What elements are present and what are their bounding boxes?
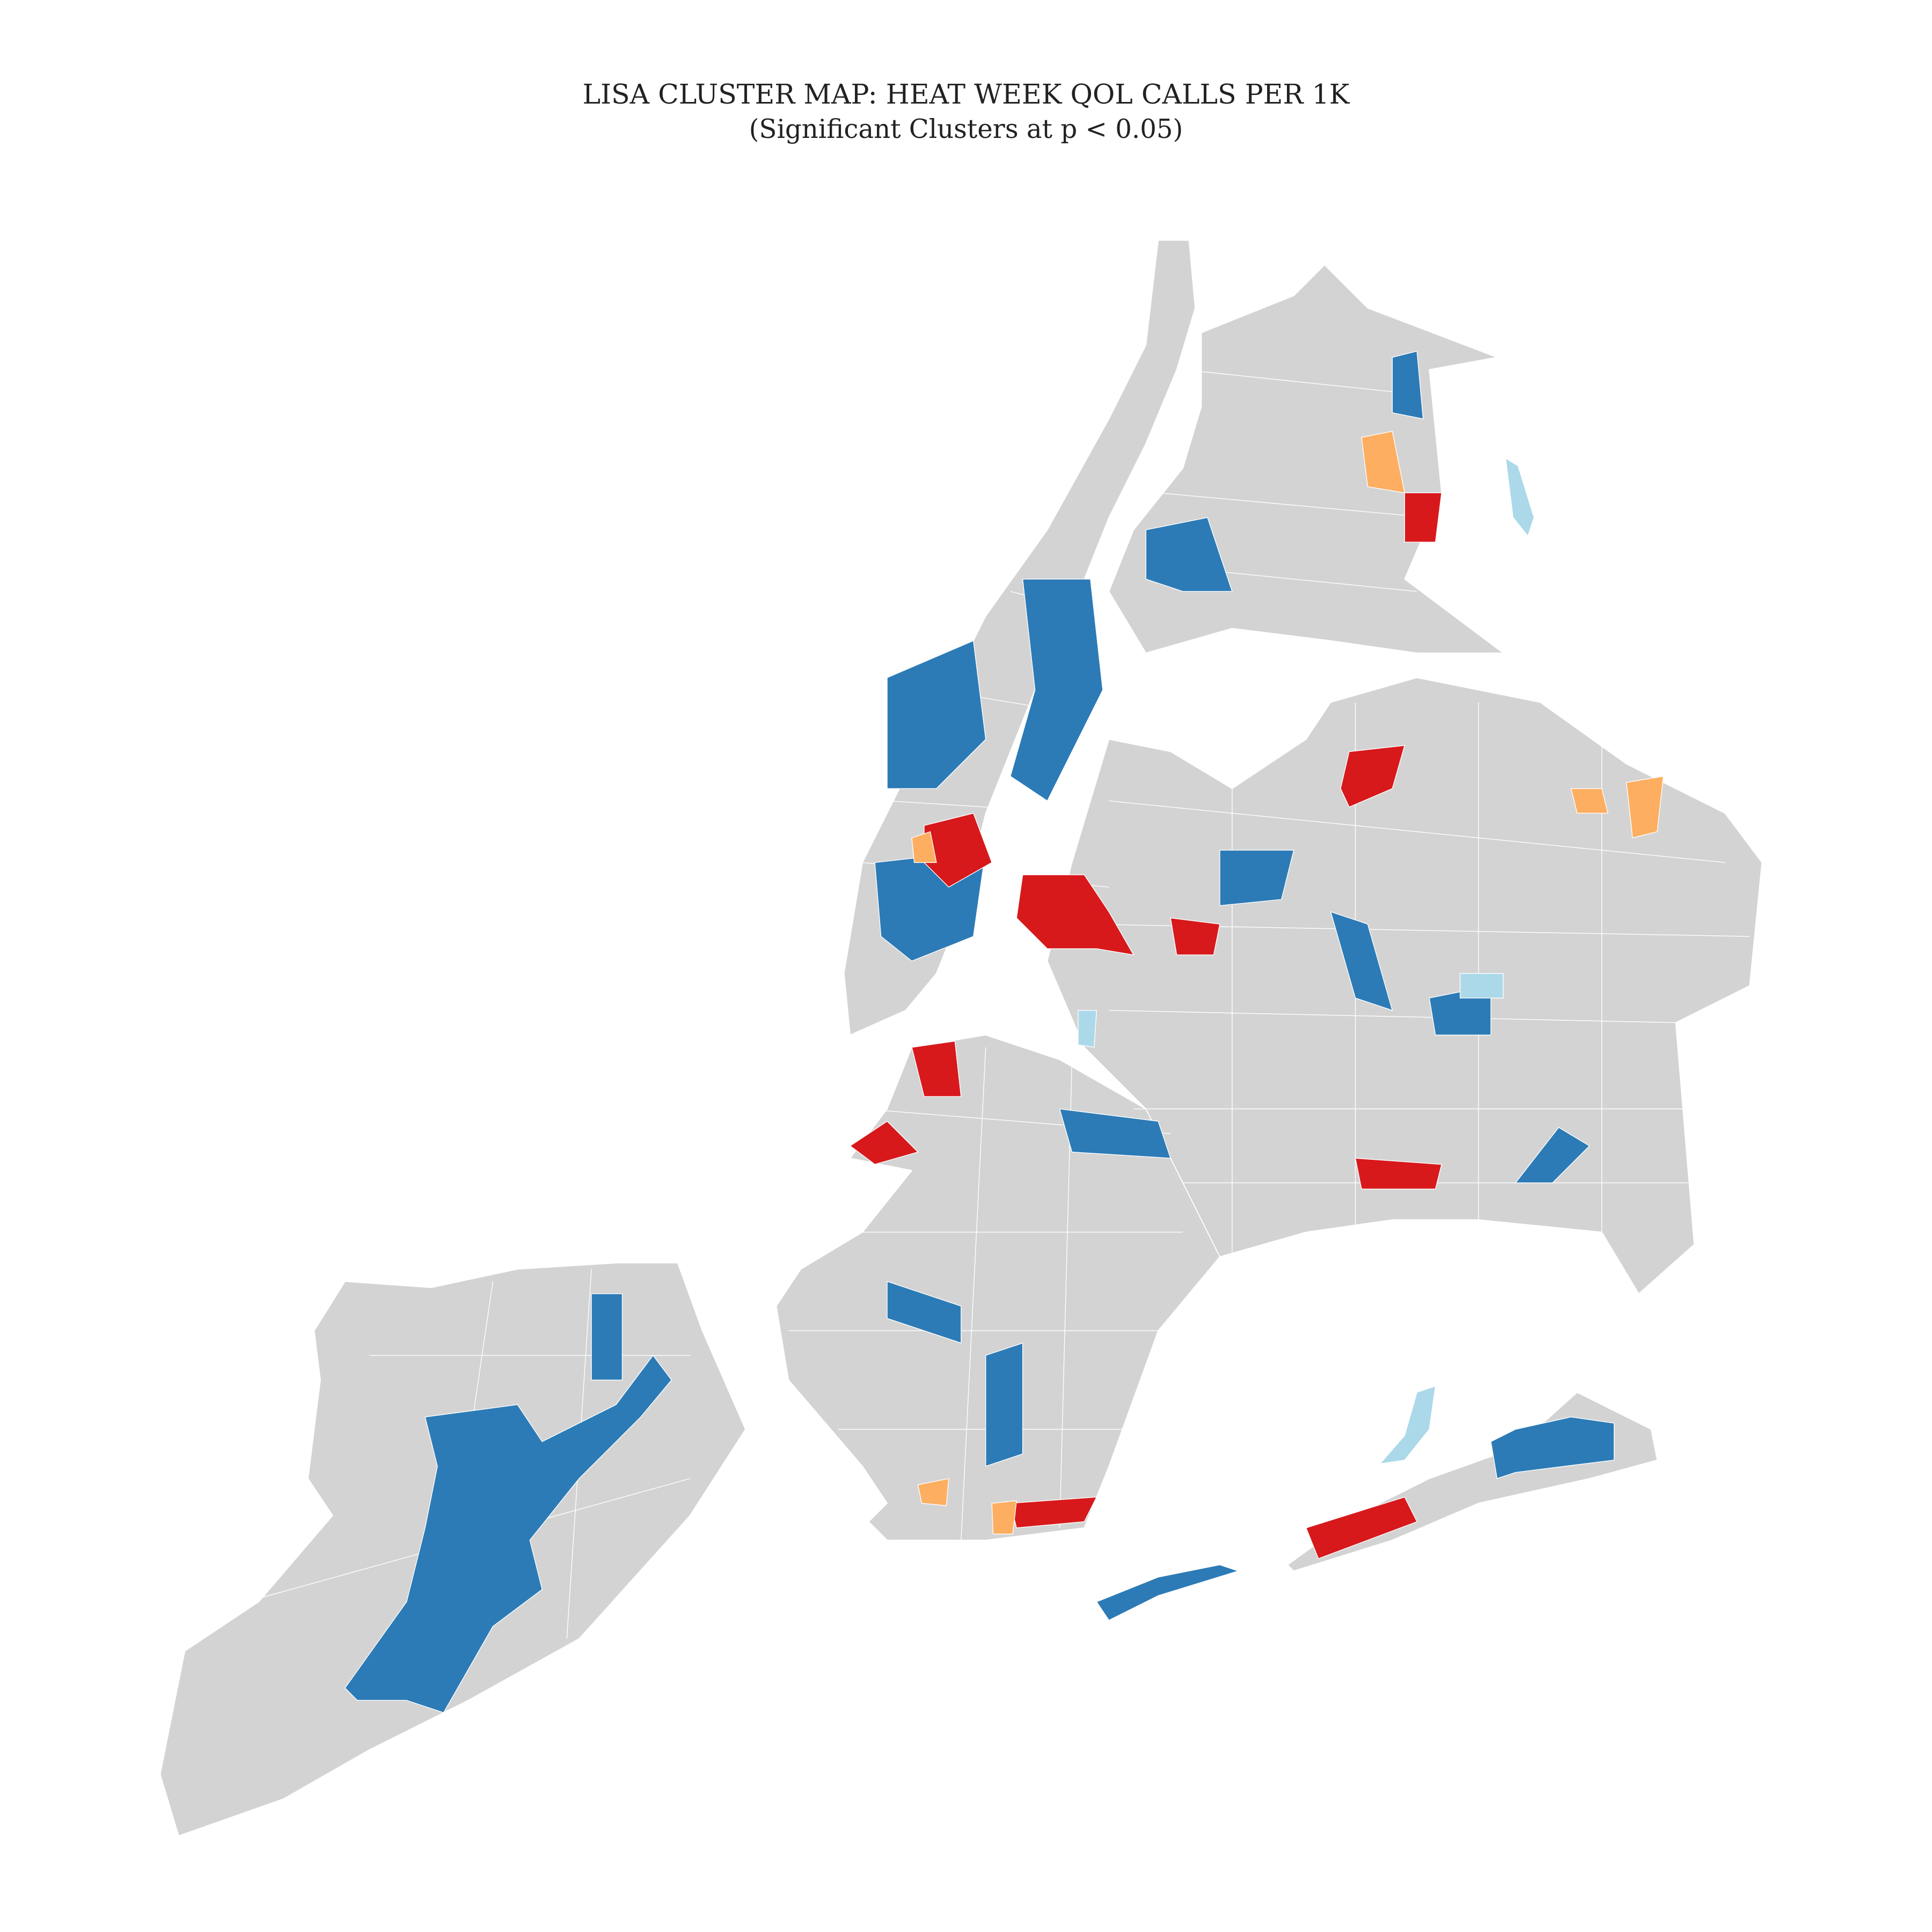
- jamaica-bay-island: [1379, 1385, 1436, 1465]
- cluster-high-high: [911, 1041, 962, 1097]
- cluster-high-high: [1340, 745, 1406, 808]
- cluster-low-low: [1490, 1416, 1615, 1480]
- cluster-low-low: [1219, 850, 1294, 906]
- cluster-low-low: [1392, 350, 1424, 420]
- map-title: LISA CLUSTER MAP: HEAT WEEK QOL CALLS PE…: [583, 78, 1350, 110]
- cluster-low-low: [1514, 1126, 1590, 1183]
- cluster-low-high: [1078, 1009, 1097, 1048]
- cluster-high-high: [1016, 874, 1135, 956]
- cluster-high-high: [1305, 1496, 1418, 1560]
- cluster-high-low: [1361, 430, 1406, 494]
- cluster-high-low: [1626, 775, 1664, 839]
- cluster-high-high: [1355, 1158, 1443, 1190]
- cluster-high-low: [991, 1500, 1017, 1535]
- city-island: [1505, 457, 1535, 537]
- cluster-low-low: [887, 640, 986, 789]
- cluster-high-low: [911, 831, 937, 863]
- cluster-low-low: [1145, 517, 1233, 592]
- cluster-low-low: [887, 1280, 962, 1344]
- clusters: [344, 350, 1664, 1714]
- cluster-high-high: [1170, 917, 1220, 956]
- cluster-low-low: [1009, 579, 1103, 802]
- cluster-low-low: [985, 1342, 1023, 1467]
- breezy-point: [1096, 1564, 1240, 1621]
- cluster-high-high: [849, 1121, 919, 1165]
- cluster-high-high: [1404, 492, 1443, 543]
- cluster-low-low: [1059, 1108, 1172, 1159]
- map-subtitle: (Significant Clusters at p < 0.05): [749, 114, 1183, 144]
- cluster-high-low: [917, 1478, 949, 1506]
- cluster-low-high: [1459, 973, 1504, 999]
- cluster-low-low: [591, 1293, 623, 1381]
- boroughs: [159, 239, 1763, 1837]
- cluster-low-low: [344, 1355, 672, 1714]
- cluster-low-low: [1330, 911, 1393, 1011]
- cluster-high-low: [1570, 788, 1609, 814]
